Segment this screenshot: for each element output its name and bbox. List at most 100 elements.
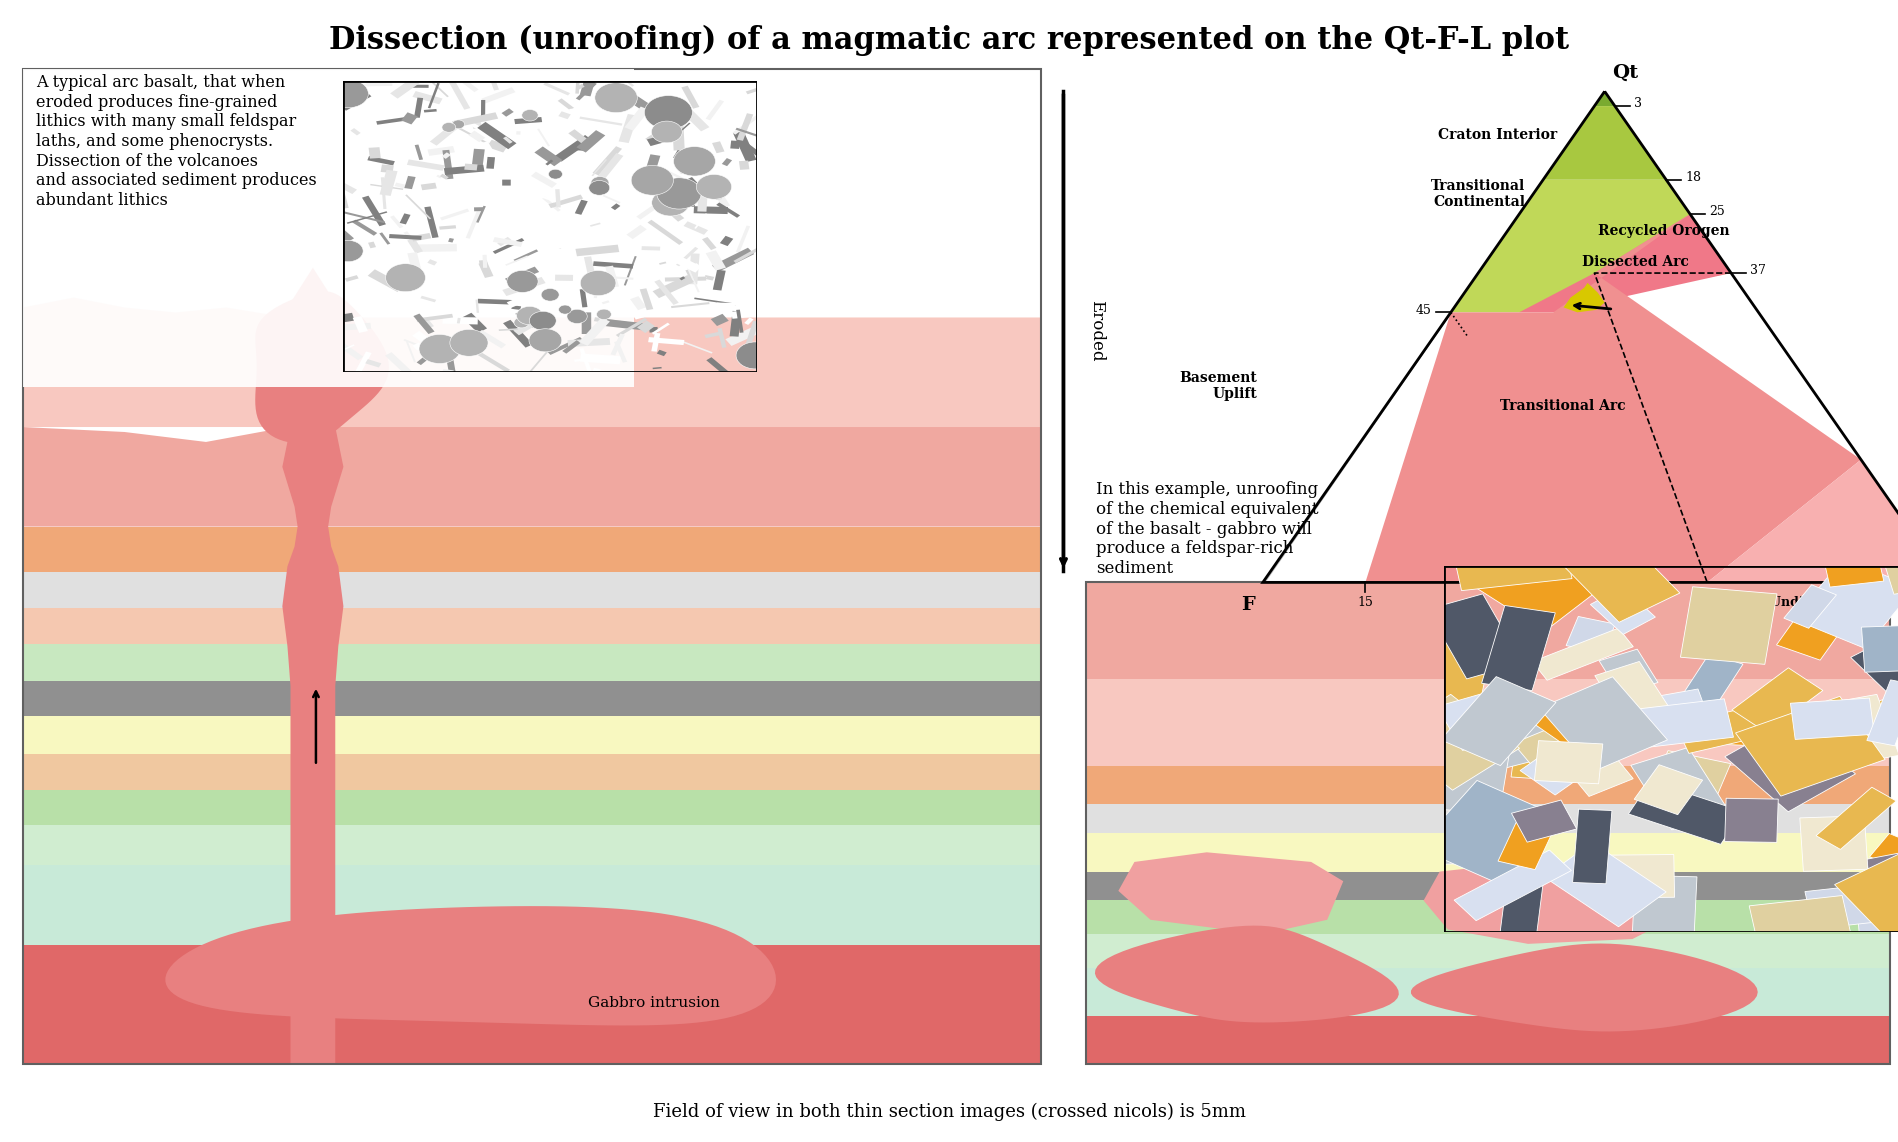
FancyBboxPatch shape — [1566, 617, 1615, 653]
FancyBboxPatch shape — [575, 200, 588, 215]
FancyBboxPatch shape — [530, 347, 552, 371]
FancyBboxPatch shape — [683, 222, 708, 235]
FancyBboxPatch shape — [693, 207, 727, 214]
Circle shape — [516, 306, 543, 324]
FancyBboxPatch shape — [666, 209, 683, 222]
FancyBboxPatch shape — [1680, 587, 1777, 665]
Circle shape — [442, 122, 456, 132]
FancyBboxPatch shape — [465, 210, 480, 239]
FancyBboxPatch shape — [1782, 585, 1835, 628]
Polygon shape — [1357, 425, 1374, 445]
FancyBboxPatch shape — [681, 86, 698, 108]
FancyBboxPatch shape — [1532, 628, 1632, 681]
FancyBboxPatch shape — [399, 214, 410, 225]
FancyBboxPatch shape — [414, 145, 423, 160]
Polygon shape — [23, 644, 1040, 681]
Polygon shape — [23, 754, 1040, 790]
FancyBboxPatch shape — [628, 95, 664, 120]
FancyBboxPatch shape — [623, 256, 636, 286]
FancyBboxPatch shape — [1441, 676, 1554, 765]
Text: Eroded: Eroded — [1088, 300, 1105, 362]
FancyBboxPatch shape — [400, 282, 438, 291]
FancyBboxPatch shape — [1543, 843, 1665, 927]
Circle shape — [590, 177, 609, 190]
Polygon shape — [1344, 445, 1359, 465]
FancyBboxPatch shape — [1731, 668, 1822, 732]
Text: 37: 37 — [1750, 264, 1765, 278]
Bar — [1086, 582, 1889, 1064]
FancyBboxPatch shape — [507, 292, 537, 308]
Circle shape — [588, 180, 609, 195]
FancyBboxPatch shape — [1871, 668, 1898, 726]
Circle shape — [558, 305, 571, 314]
Text: Undissected Arc: Undissected Arc — [1769, 596, 1883, 609]
FancyBboxPatch shape — [1634, 765, 1703, 814]
FancyBboxPatch shape — [1454, 850, 1570, 920]
FancyBboxPatch shape — [1534, 741, 1602, 783]
Text: 18: 18 — [1684, 171, 1701, 184]
FancyBboxPatch shape — [478, 299, 514, 305]
Polygon shape — [1441, 307, 1454, 327]
FancyBboxPatch shape — [642, 154, 674, 169]
FancyBboxPatch shape — [598, 96, 611, 105]
FancyBboxPatch shape — [1589, 587, 1655, 635]
FancyBboxPatch shape — [545, 160, 552, 166]
FancyBboxPatch shape — [583, 256, 594, 273]
FancyBboxPatch shape — [573, 146, 586, 151]
FancyBboxPatch shape — [1598, 649, 1657, 694]
FancyBboxPatch shape — [695, 214, 708, 228]
FancyBboxPatch shape — [1851, 619, 1898, 694]
FancyBboxPatch shape — [423, 207, 438, 238]
FancyBboxPatch shape — [1498, 822, 1553, 869]
FancyBboxPatch shape — [659, 177, 697, 199]
Polygon shape — [23, 298, 1040, 427]
FancyBboxPatch shape — [735, 128, 759, 137]
FancyBboxPatch shape — [1790, 698, 1873, 739]
FancyBboxPatch shape — [469, 122, 480, 130]
Polygon shape — [23, 69, 1040, 1064]
FancyBboxPatch shape — [596, 153, 623, 182]
FancyBboxPatch shape — [569, 103, 615, 115]
FancyBboxPatch shape — [575, 77, 579, 94]
FancyBboxPatch shape — [1822, 550, 1883, 587]
FancyBboxPatch shape — [440, 174, 448, 179]
FancyBboxPatch shape — [533, 146, 562, 167]
FancyBboxPatch shape — [474, 207, 482, 211]
FancyBboxPatch shape — [1674, 699, 1797, 754]
FancyBboxPatch shape — [501, 108, 514, 116]
FancyBboxPatch shape — [738, 208, 757, 212]
FancyBboxPatch shape — [651, 332, 661, 352]
FancyBboxPatch shape — [1833, 839, 1898, 939]
FancyBboxPatch shape — [731, 308, 765, 319]
Polygon shape — [1412, 347, 1427, 367]
FancyBboxPatch shape — [1748, 895, 1851, 944]
FancyBboxPatch shape — [482, 87, 514, 104]
FancyBboxPatch shape — [435, 339, 450, 351]
FancyBboxPatch shape — [547, 337, 583, 355]
FancyBboxPatch shape — [733, 243, 769, 263]
Text: 3: 3 — [1632, 97, 1642, 111]
FancyBboxPatch shape — [613, 341, 626, 363]
Text: Gabbro intrusion: Gabbro intrusion — [588, 996, 719, 1010]
FancyBboxPatch shape — [514, 308, 541, 328]
FancyBboxPatch shape — [1401, 829, 1511, 867]
FancyBboxPatch shape — [1553, 735, 1632, 796]
FancyBboxPatch shape — [1665, 653, 1742, 732]
FancyBboxPatch shape — [404, 176, 416, 190]
FancyBboxPatch shape — [1856, 909, 1889, 936]
FancyBboxPatch shape — [1735, 697, 1885, 796]
FancyBboxPatch shape — [702, 191, 717, 195]
FancyBboxPatch shape — [450, 81, 471, 110]
Polygon shape — [1450, 215, 1731, 312]
Circle shape — [651, 121, 681, 143]
Polygon shape — [1330, 465, 1346, 484]
FancyBboxPatch shape — [657, 349, 666, 356]
Text: 45: 45 — [1416, 304, 1431, 316]
FancyBboxPatch shape — [505, 266, 539, 284]
FancyBboxPatch shape — [1454, 545, 1572, 590]
FancyBboxPatch shape — [488, 74, 499, 90]
FancyBboxPatch shape — [683, 195, 695, 207]
FancyBboxPatch shape — [347, 211, 387, 224]
Polygon shape — [1549, 151, 1564, 170]
FancyBboxPatch shape — [605, 319, 647, 331]
